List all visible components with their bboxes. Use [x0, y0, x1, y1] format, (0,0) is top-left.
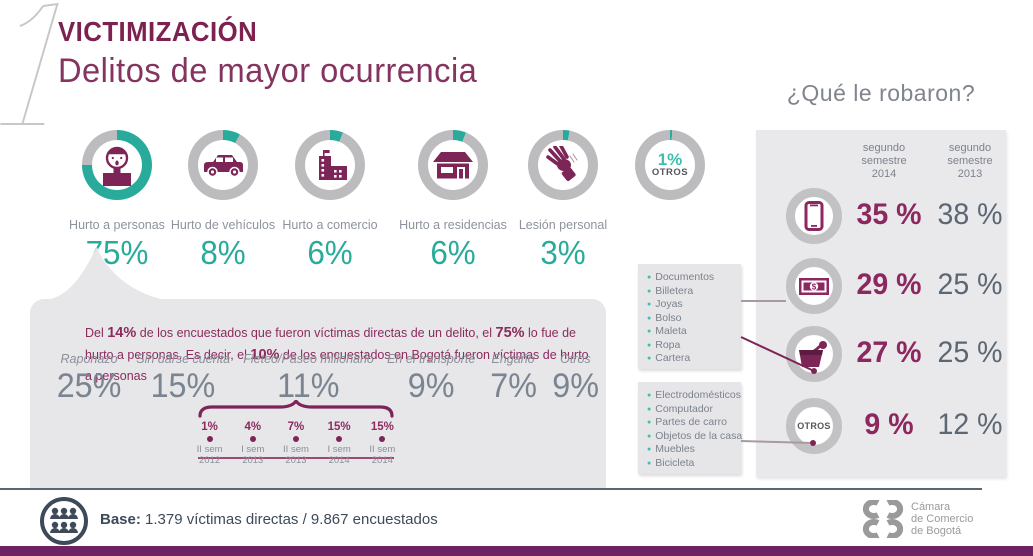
house-icon: [432, 150, 474, 180]
donut-hurto-vehiculos: Hurto de vehículos 8%: [163, 130, 283, 272]
value-2014: 35 %: [856, 198, 922, 231]
value-2014: 29 %: [856, 268, 922, 301]
summary-text: Del 14% de los encuestados que fueron ví…: [85, 325, 589, 383]
stolen-list-1: Documentos Billetera Joyas Bolso Maleta …: [638, 264, 741, 369]
value-2014: 9 %: [864, 408, 914, 441]
section-number-graphic: [0, 0, 78, 140]
donut-value: 8%: [200, 234, 246, 271]
otros-ring-label: OTROS: [797, 421, 831, 431]
ccb-logo: Cámara de Comercio de Bogotá: [862, 500, 973, 538]
subcat-transporte: En el transporte 9%: [387, 352, 476, 405]
list-item: Computador: [647, 403, 741, 417]
donut-lesion-personal: Lesión personal 3%: [503, 130, 623, 272]
robbery-title: ¿Qué le robaron?: [786, 80, 976, 106]
money-bill-icon: $: [786, 258, 842, 314]
hand-icon: [546, 146, 580, 184]
robbery-row-phone: 35 % 38 %: [756, 188, 1006, 248]
bottom-accent-bar: [0, 546, 1033, 556]
robbery-panel: segundo semestre 2014 segundo semestre 2…: [756, 130, 1006, 477]
value-2013: 38 %: [937, 198, 1003, 231]
donut-value: 6%: [430, 234, 476, 271]
column-header-2014: segundo semestre 2014: [861, 142, 907, 180]
otros-percent: 1%: [657, 150, 683, 169]
bubble-tail: [45, 247, 165, 300]
person-icon: [99, 144, 135, 186]
base-note: Base: 1.379 víctimas directas / 9.867 en…: [100, 511, 438, 528]
column-header-2013: segundo semestre 2013: [947, 142, 993, 180]
list-item: Documentos: [647, 271, 741, 285]
donut-label: Hurto a personas: [69, 218, 165, 232]
value-2014: 27 %: [856, 336, 922, 369]
ccb-logo-text: Cámara de Comercio de Bogotá: [911, 501, 974, 537]
list-item: Bicicleta: [647, 457, 741, 471]
subcat-fleteo: Fleteo/Paseo millonario 11%: [243, 352, 374, 405]
list-item: Electrodomésticos: [647, 389, 741, 403]
car-icon: [202, 151, 244, 179]
building-icon: [311, 148, 349, 182]
robbery-row-otros: OTROS 9 % 12 %: [756, 398, 1006, 458]
trend-point: 4% I sem 2013: [241, 421, 265, 466]
donut-value: 6%: [307, 234, 353, 271]
trend-point: 7% II sem 2013: [283, 421, 309, 466]
subcat-sin-darse-cuenta: Sin darse cuenta 15%: [136, 352, 231, 405]
donut-hurto-comercio: Hurto a comercio 6%: [270, 130, 390, 272]
page-title: VICTIMIZACIÓN: [58, 16, 258, 47]
brace-graphic: [198, 400, 394, 418]
smartphone-icon: [786, 188, 842, 244]
footer-divider: [0, 488, 982, 490]
robbery-row-purse: 27 % 25 %: [756, 326, 1006, 386]
list-item: Bolso: [647, 312, 741, 326]
donut-hurto-personas: Hurto a personas 75%: [57, 130, 177, 272]
trend-axis: [198, 457, 394, 459]
list-item: Cartera: [647, 352, 741, 366]
subcat-engano: Engaño 7%: [489, 352, 537, 405]
stolen-list-2: Electrodomésticos Computador Partes de c…: [638, 382, 742, 474]
ccb-logo-icon: [862, 500, 904, 538]
list-item: Objetos de la casa: [647, 430, 742, 444]
value-2013: 25 %: [937, 268, 1003, 301]
donut-hurto-residencias: Hurto a residencias 6%: [393, 130, 513, 272]
donut-label: Hurto de vehículos: [170, 218, 276, 232]
list-item: Ropa: [647, 339, 741, 353]
donut-otros: 1% OTROS: [610, 130, 730, 200]
fleteo-trend: 1% II sem 2012 4% I sem 2013 7% II sem 2013…: [188, 400, 404, 466]
list-item: Billetera: [647, 285, 741, 299]
purse-icon: [786, 326, 842, 382]
robbery-row-money: $ 29 % 25 %: [756, 258, 1006, 318]
value-2013: 12 %: [937, 408, 1003, 441]
trend-point: 15% II sem 2014: [369, 421, 396, 466]
subcat-otros: Otros 9%: [552, 352, 599, 405]
list-item: Joyas: [647, 298, 741, 312]
people-icon: [40, 497, 88, 545]
page-subtitle: Delitos de mayor ocurrencia: [58, 52, 478, 90]
donut-label: Hurto a comercio: [282, 218, 378, 232]
otros-ring: OTROS: [786, 398, 842, 454]
otros-word: OTROS: [651, 167, 689, 178]
donut-label: Lesión personal: [518, 218, 608, 232]
summary-bubble: [30, 299, 606, 488]
list-item: Partes de carro: [647, 416, 741, 430]
list-item: Maleta: [647, 325, 741, 339]
hurto-personas-breakdown: Raponazo 25% Sin darse cuenta 15% Fleteo…: [55, 352, 600, 406]
value-2013: 25 %: [937, 336, 1003, 369]
donut-value: 3%: [540, 234, 586, 271]
svg-text:$: $: [812, 282, 817, 291]
donut-label: Hurto a residencias: [399, 218, 507, 232]
trend-point: 1% II sem 2012: [196, 421, 223, 466]
subcat-raponazo: Raponazo 25%: [56, 352, 122, 405]
list-item: Muebles: [647, 443, 741, 457]
trend-point: 15% I sem 2014: [327, 421, 351, 466]
